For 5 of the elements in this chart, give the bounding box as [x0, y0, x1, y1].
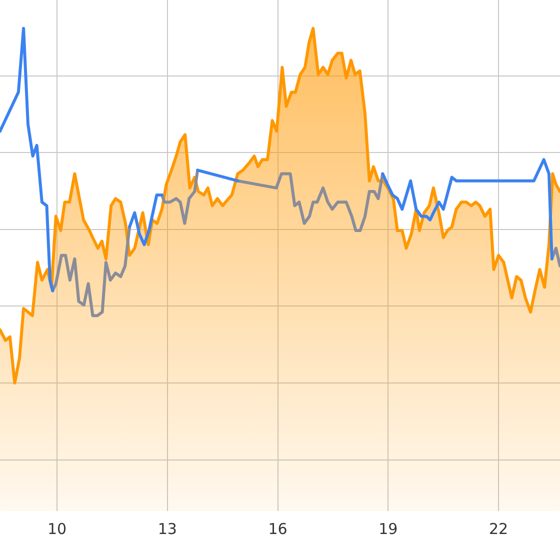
x-tick-label: 10	[47, 520, 67, 538]
x-tick-label: 16	[268, 520, 288, 538]
x-tick-label: 13	[158, 520, 177, 538]
x-tick-label: 19	[378, 520, 398, 538]
x-tick-label: 22	[489, 520, 508, 538]
